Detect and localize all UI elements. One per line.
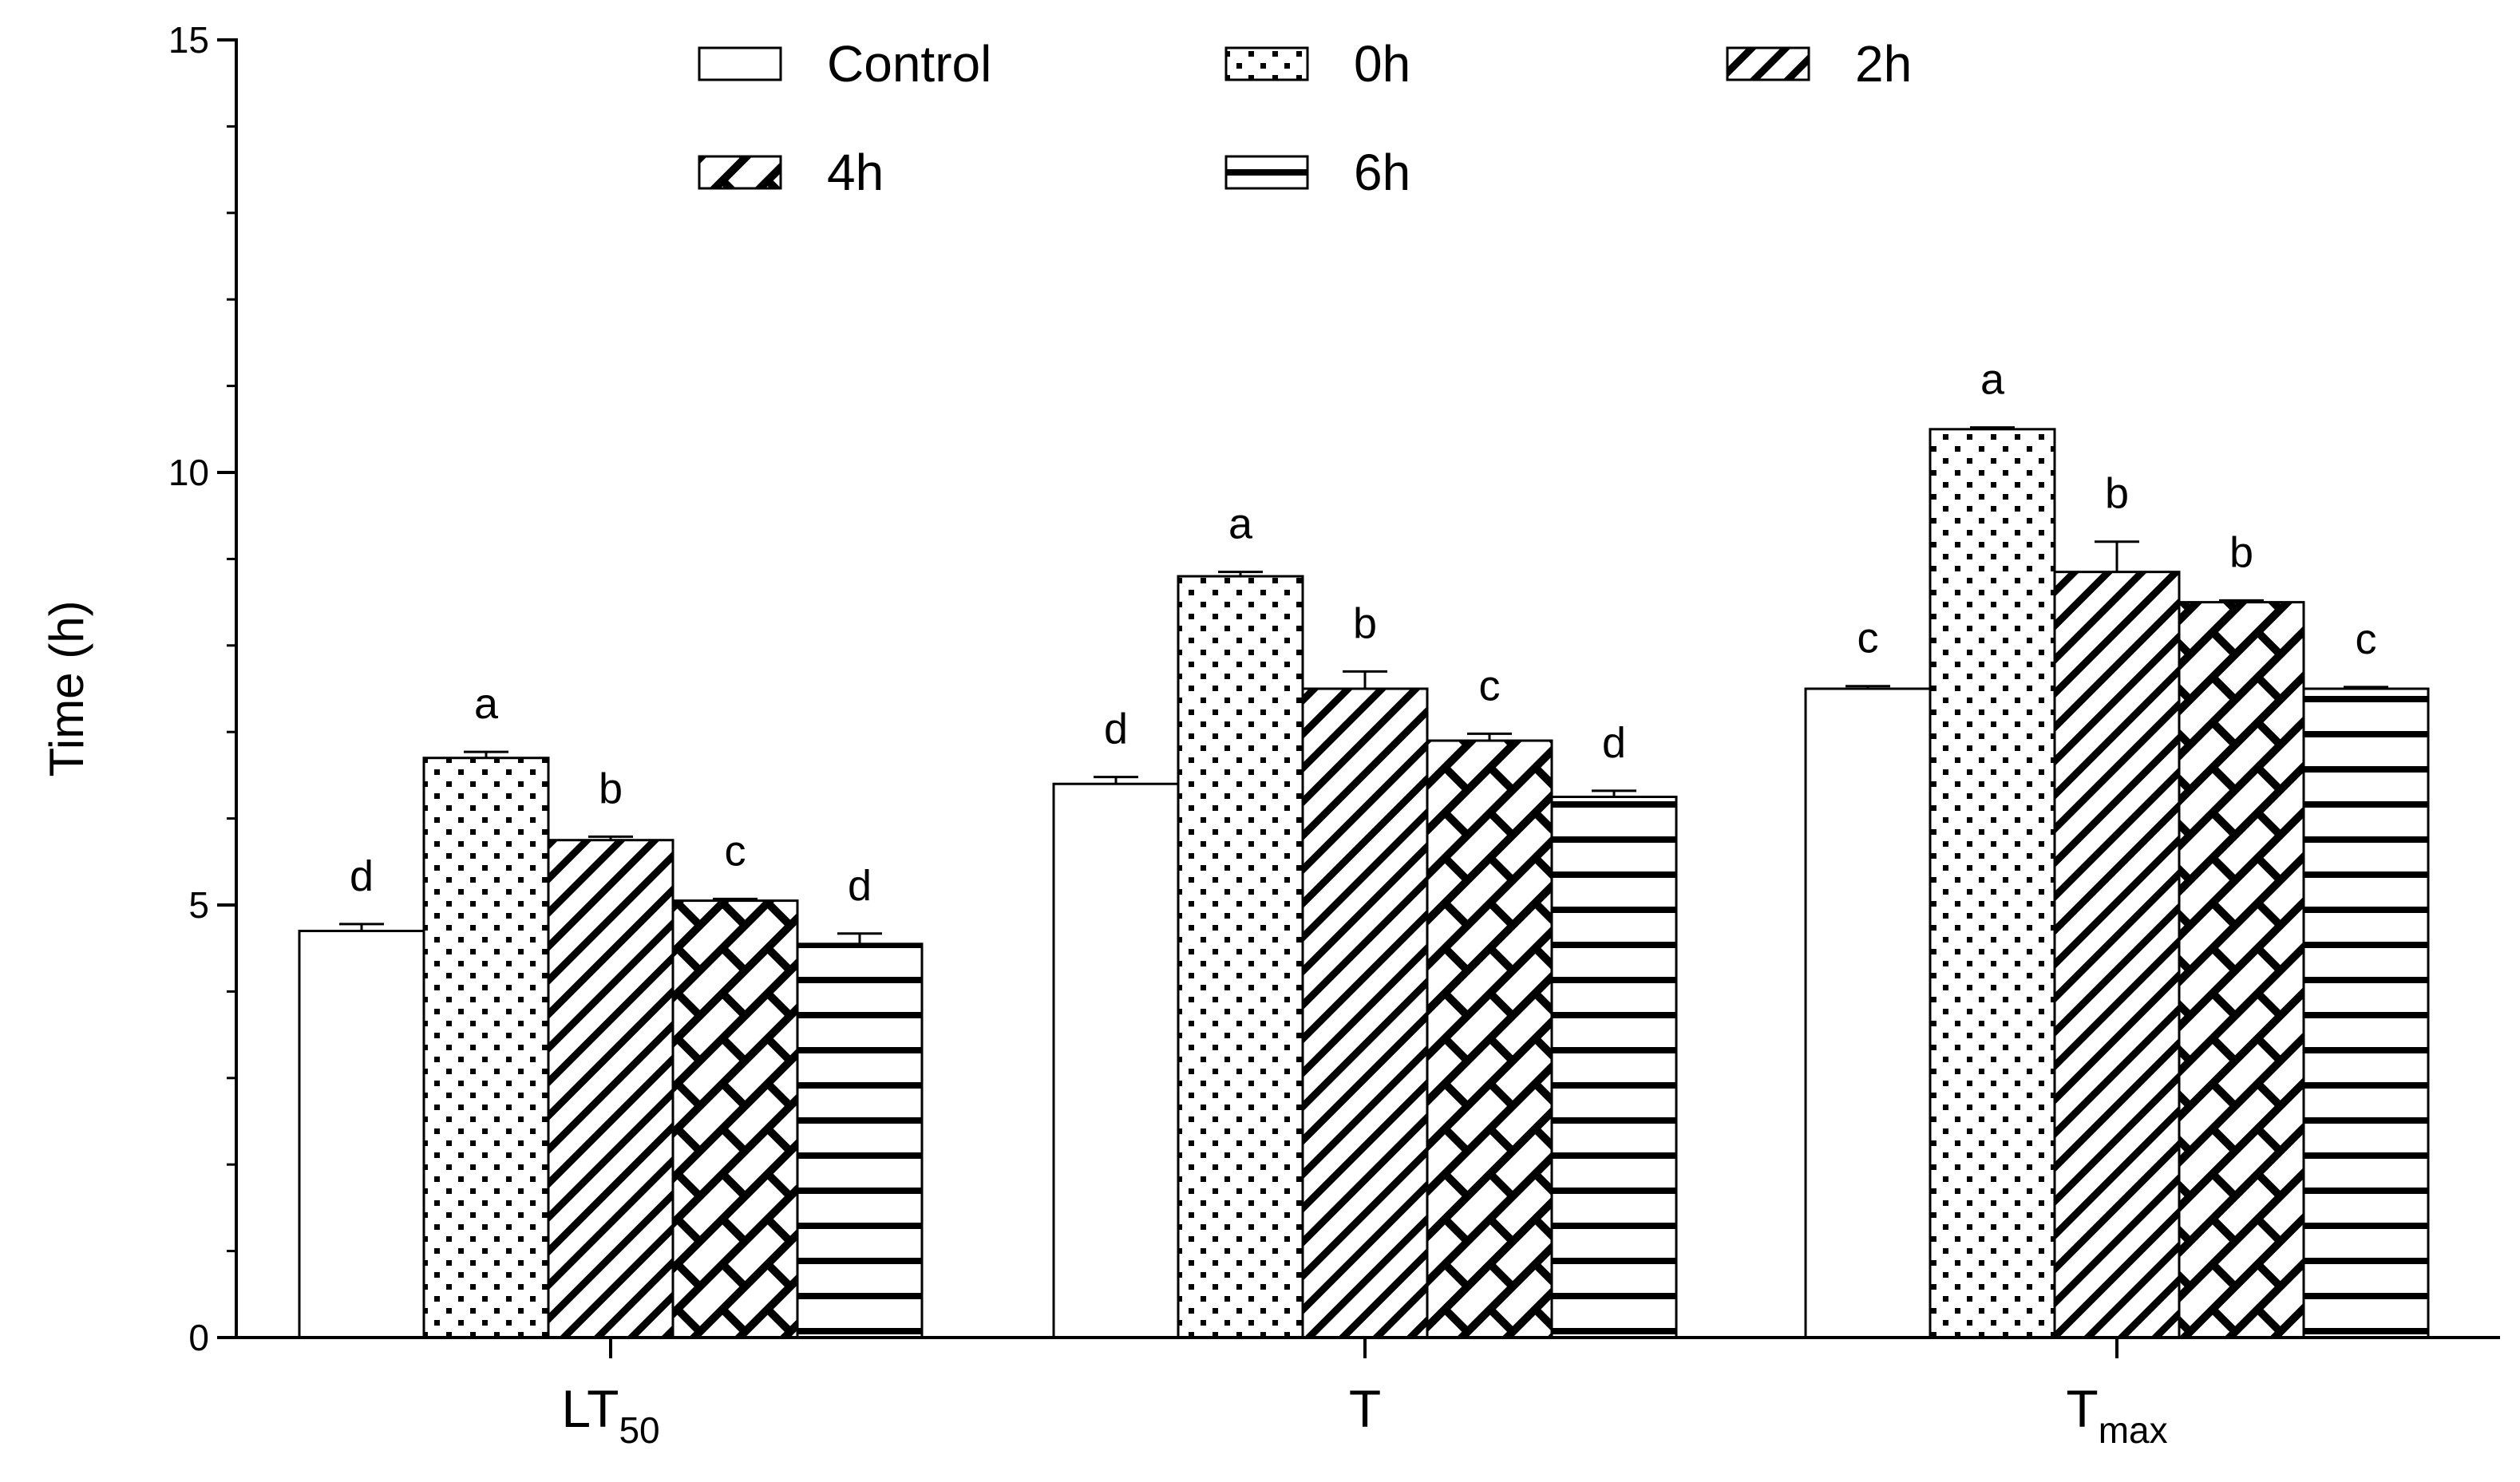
significance-letter: d (848, 862, 872, 910)
legend-swatch-6h (1224, 155, 1309, 190)
x-tick-label-subscript: 50 (619, 1409, 659, 1451)
significance-letter: c (1479, 662, 1501, 709)
x-tick-label: LT50 (561, 1379, 659, 1451)
legend-label: 2h (1855, 35, 1912, 93)
bar-Control-2 (1804, 687, 1932, 1339)
y-axis-title: Time (h) (40, 600, 93, 777)
x-tick-label-subscript: max (2099, 1409, 2168, 1451)
significance-letter: d (1602, 719, 1626, 767)
significance-letter: d (350, 852, 374, 900)
x-tick-label: T (1349, 1379, 1381, 1438)
legend-swatch-0h (1224, 46, 1309, 81)
significance-letter: a (1228, 500, 1253, 548)
y-tick-label: 15 (168, 19, 209, 61)
x-tick-label: Tmax (2066, 1379, 2167, 1451)
bar-4h-1 (1426, 739, 1553, 1339)
significance-letter: b (599, 765, 623, 812)
legend: Control 0h 2h 4h 6h (698, 35, 1912, 201)
bar-2h-1 (1301, 687, 1429, 1339)
x-tick-label-main: T (2066, 1379, 2098, 1438)
x-axis: LT50 T Tmax (235, 1336, 2500, 1451)
significance-letter: c (1857, 615, 1879, 662)
legend-swatch-4h (698, 155, 782, 190)
legend-label: 6h (1354, 144, 1410, 201)
x-tick-label-main: T (1349, 1379, 1381, 1438)
legend-label: Control (827, 35, 991, 93)
bar-2h-2 (2053, 571, 2181, 1339)
y-tick-label: 0 (188, 1317, 209, 1358)
bar-6h-0 (796, 943, 924, 1339)
bar-0h-2 (1929, 428, 2056, 1339)
bar-2h-0 (547, 839, 675, 1339)
x-tick-label-main: LT (561, 1379, 619, 1438)
significance-letter: c (725, 827, 746, 875)
y-axis: 0 5 10 15 Time (h) (40, 19, 238, 1358)
significance-letter: a (1980, 356, 2005, 404)
bars: d d c a a a b b b c c b d d c (298, 356, 2430, 1339)
bar-0h-0 (422, 757, 550, 1339)
significance-letter: d (1104, 705, 1128, 753)
significance-letter: b (2229, 528, 2253, 576)
significance-letter: c (2356, 615, 2377, 663)
bar-Control-0 (298, 930, 425, 1339)
bar-4h-0 (671, 899, 799, 1339)
bar-6h-1 (1550, 796, 1678, 1339)
y-tick-label: 10 (168, 452, 209, 493)
legend-swatch-2h (1726, 46, 1810, 81)
bar-Control-1 (1052, 782, 1180, 1339)
legend-swatch-Control (698, 46, 782, 81)
bar-0h-1 (1177, 575, 1304, 1339)
bar-6h-2 (2302, 687, 2430, 1339)
bar-4h-2 (2178, 601, 2305, 1339)
legend-label: 4h (827, 144, 884, 201)
significance-letter: b (2105, 470, 2129, 518)
legend-label: 0h (1354, 35, 1410, 93)
y-tick-label: 5 (188, 884, 209, 926)
significance-letter: b (1353, 599, 1377, 647)
significance-letter: a (474, 680, 499, 728)
